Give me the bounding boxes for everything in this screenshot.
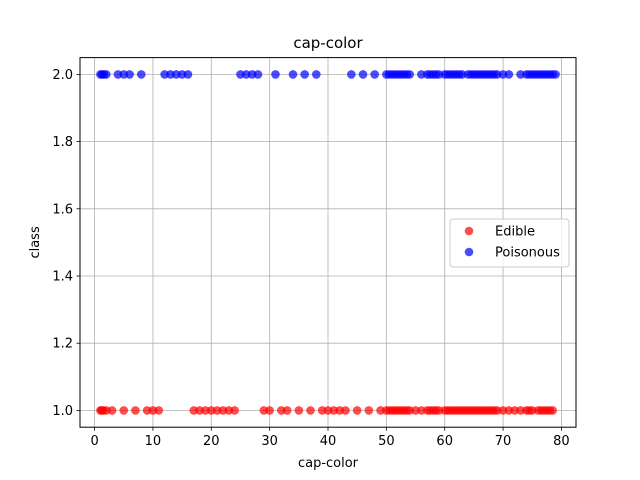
data-point-poisonous: [370, 70, 379, 79]
y-axis-label: class: [28, 226, 43, 258]
data-point-edible: [294, 406, 304, 415]
x-tick-label: 30: [261, 434, 278, 449]
y-tick-label: 1.4: [52, 270, 73, 285]
data-point-poisonous: [183, 70, 193, 79]
data-point-edible: [364, 406, 374, 415]
legend: Edible Poisonous: [449, 218, 570, 268]
data-point-edible: [230, 406, 239, 415]
data-point-edible: [107, 406, 117, 415]
data-point-edible: [548, 406, 557, 415]
legend-marker-edible: [464, 226, 474, 236]
data-point-edible: [341, 406, 350, 415]
y-tick-label: 2.0: [52, 68, 73, 83]
y-tick-label: 1.0: [52, 404, 73, 419]
data-point-poisonous: [125, 70, 134, 79]
x-tick-label: 50: [378, 434, 395, 449]
data-point-poisonous: [504, 70, 514, 79]
y-axis: 1.0 1.2 1.4 1.6 1.8 2.0: [52, 68, 80, 419]
data-point-poisonous: [358, 70, 368, 79]
data-point-edible: [154, 406, 164, 415]
legend-marker-poisonous: [464, 247, 474, 257]
x-tick-label: 0: [90, 434, 98, 449]
x-tick-label: 20: [203, 434, 220, 449]
x-tick-label: 60: [436, 434, 453, 449]
data-point-edible: [119, 406, 129, 415]
legend-box: [449, 218, 570, 268]
chart-title: cap-color: [293, 34, 363, 52]
data-points: [96, 70, 560, 415]
x-tick-label: 70: [495, 434, 512, 449]
data-point-edible: [282, 406, 292, 415]
x-tick-label: 80: [553, 434, 570, 449]
data-point-edible: [131, 406, 140, 415]
data-point-edible: [265, 406, 274, 415]
data-point-poisonous: [405, 70, 414, 79]
x-axis: 0 10 20 30 40 50 60 70 80: [90, 427, 570, 449]
data-point-edible: [306, 406, 315, 415]
data-point-edible: [352, 406, 362, 415]
y-tick-label: 1.8: [52, 135, 73, 150]
data-point-poisonous: [300, 70, 309, 79]
data-point-poisonous: [136, 70, 146, 79]
data-point-poisonous: [253, 70, 263, 79]
data-point-poisonous: [271, 70, 280, 79]
data-point-poisonous: [101, 70, 111, 79]
data-point-poisonous: [347, 70, 356, 79]
data-point-poisonous: [288, 70, 298, 79]
x-tick-label: 10: [145, 434, 162, 449]
data-point-poisonous: [312, 70, 321, 79]
y-tick-label: 1.2: [52, 337, 73, 352]
data-point-poisonous: [551, 70, 560, 79]
x-tick-label: 40: [320, 434, 337, 449]
y-tick-label: 1.6: [52, 202, 73, 217]
x-axis-label: cap-color: [298, 456, 359, 471]
legend-label-edible: Edible: [495, 225, 535, 240]
legend-label-poisonous: Poisonous: [495, 246, 560, 261]
